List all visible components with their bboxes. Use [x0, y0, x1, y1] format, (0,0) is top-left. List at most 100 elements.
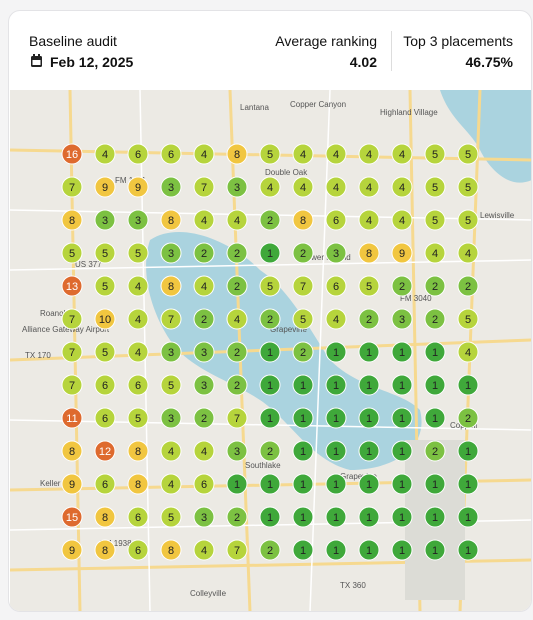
rank-label: 2 [300, 248, 306, 260]
rank-label: 1 [432, 380, 438, 392]
rank-label: 1 [465, 512, 471, 524]
rank-pin [259, 275, 281, 297]
rank-label: 8 [135, 446, 141, 458]
rank-pin [160, 506, 182, 528]
rank-label: 4 [300, 182, 306, 194]
rank-pin [292, 209, 314, 231]
rank-label: 5 [267, 281, 273, 293]
rank-label: 4 [366, 215, 372, 227]
rank-label: 1 [465, 446, 471, 458]
rank-label: 13 [66, 281, 78, 293]
rank-pin [457, 473, 479, 495]
rank-label: 1 [300, 380, 306, 392]
rank-label: 10 [99, 314, 111, 326]
rank-label: 8 [366, 248, 372, 260]
rank-pin [127, 440, 149, 462]
rank-label: 2 [300, 347, 306, 359]
rank-label: 2 [267, 314, 273, 326]
rank-pin [358, 341, 380, 363]
rank-label: 1 [432, 545, 438, 557]
rank-pin [259, 308, 281, 330]
rank-pin [325, 143, 347, 165]
rank-label: 6 [135, 149, 141, 161]
rank-pin [94, 209, 116, 231]
map-label: TX 360 [340, 581, 366, 590]
rank-pin [160, 143, 182, 165]
rank-pin [292, 539, 314, 561]
rank-label: 3 [168, 413, 174, 425]
rank-pin [292, 473, 314, 495]
rank-pin [193, 506, 215, 528]
rank-pin [358, 242, 380, 264]
rank-pin [391, 275, 413, 297]
rank-label: 4 [333, 182, 339, 194]
rank-label: 8 [69, 446, 75, 458]
rank-pin [193, 242, 215, 264]
rank-pin [457, 374, 479, 396]
rank-label: 1 [432, 512, 438, 524]
rank-pin [127, 209, 149, 231]
rank-pin [325, 473, 347, 495]
rank-pin [226, 374, 248, 396]
rank-pin [94, 341, 116, 363]
rank-label: 4 [399, 149, 405, 161]
rank-label: 5 [432, 149, 438, 161]
rank-label: 12 [99, 446, 111, 458]
rank-pin [160, 275, 182, 297]
rank-label: 5 [102, 248, 108, 260]
rank-pin [226, 407, 248, 429]
rank-label: 16 [66, 149, 78, 161]
rank-label: 3 [201, 347, 207, 359]
rank-label: 1 [432, 479, 438, 491]
rank-label: 1 [465, 545, 471, 557]
rank-pin [259, 242, 281, 264]
rank-pin [259, 506, 281, 528]
rank-pin [259, 539, 281, 561]
rank-pin [160, 374, 182, 396]
rank-pin [127, 176, 149, 198]
rank-pin [61, 308, 83, 330]
rank-label: 2 [432, 314, 438, 326]
rank-label: 1 [399, 512, 405, 524]
rank-pin [61, 473, 83, 495]
rank-pin [457, 242, 479, 264]
rank-pin [94, 407, 116, 429]
rank-pin [457, 341, 479, 363]
rank-label: 4 [399, 215, 405, 227]
rank-pin [358, 506, 380, 528]
rank-pin [94, 539, 116, 561]
rank-label: 1 [300, 479, 306, 491]
rank-label: 1 [399, 446, 405, 458]
rank-label: 1 [366, 545, 372, 557]
rank-pin [226, 506, 248, 528]
rank-label: 5 [102, 281, 108, 293]
rank-label: 4 [399, 182, 405, 194]
rank-label: 2 [267, 215, 273, 227]
rank-pin [424, 407, 446, 429]
rank-label: 5 [465, 149, 471, 161]
rank-pin [259, 176, 281, 198]
rank-pin [391, 308, 413, 330]
rank-pin [94, 506, 116, 528]
rank-pin [259, 341, 281, 363]
rank-pin [325, 308, 347, 330]
rank-label: 7 [300, 281, 306, 293]
calendar-icon [31, 54, 42, 67]
rank-label: 1 [399, 479, 405, 491]
rank-label: 6 [102, 413, 108, 425]
map-label: Alliance Gateway Airport [22, 325, 110, 334]
rank-label: 6 [333, 215, 339, 227]
rank-pin [193, 143, 215, 165]
rank-label: 4 [135, 347, 141, 359]
rank-pin [94, 242, 116, 264]
rank-pin [325, 506, 347, 528]
map-label: TX 170 [25, 351, 51, 360]
map-label: Keller [40, 479, 61, 488]
rank-label: 1 [366, 347, 372, 359]
title: Baseline audit [29, 33, 117, 49]
rank-label: 3 [168, 347, 174, 359]
rank-pin [193, 308, 215, 330]
rank-label: 1 [432, 347, 438, 359]
rank-label: 1 [333, 479, 339, 491]
rank-label: 1 [399, 380, 405, 392]
